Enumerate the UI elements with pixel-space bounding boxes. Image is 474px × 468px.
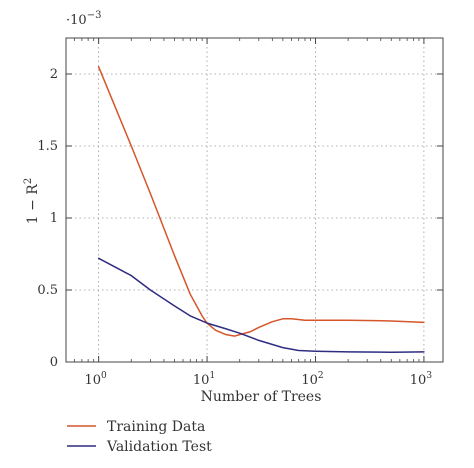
- tick-labels: 100 101 102 103 0 0.5 1 1.5 2: [37, 67, 432, 388]
- legend: Training Data Validation Test: [67, 419, 212, 455]
- y-tick-label: 1.5: [37, 139, 58, 154]
- y-tick-label: 0: [50, 355, 58, 370]
- x-tick-label: 102: [301, 371, 323, 388]
- series-line-validation-test: [97, 257, 425, 353]
- x-tick-label: 103: [410, 371, 433, 388]
- y-axis-label: 1 − R2: [23, 178, 41, 224]
- y-axis-multiplier: ·10−3: [66, 10, 101, 28]
- y-tick-label: 0.5: [37, 283, 58, 298]
- x-axis-label: Number of Trees: [201, 389, 322, 405]
- plot-frame: [65, 37, 444, 363]
- series-lines: [97, 66, 425, 353]
- x-tick-label: 100: [84, 371, 107, 388]
- legend-label-training: Training Data: [107, 419, 205, 435]
- grid-lines: [66, 38, 443, 362]
- x-tick-label: 101: [193, 371, 215, 388]
- y-tick-label: 1: [50, 211, 58, 226]
- y-tick-label: 2: [50, 67, 58, 82]
- legend-label-validation: Validation Test: [106, 439, 212, 455]
- series-line-training-data: [97, 66, 425, 337]
- axis-ticks: [65, 38, 443, 363]
